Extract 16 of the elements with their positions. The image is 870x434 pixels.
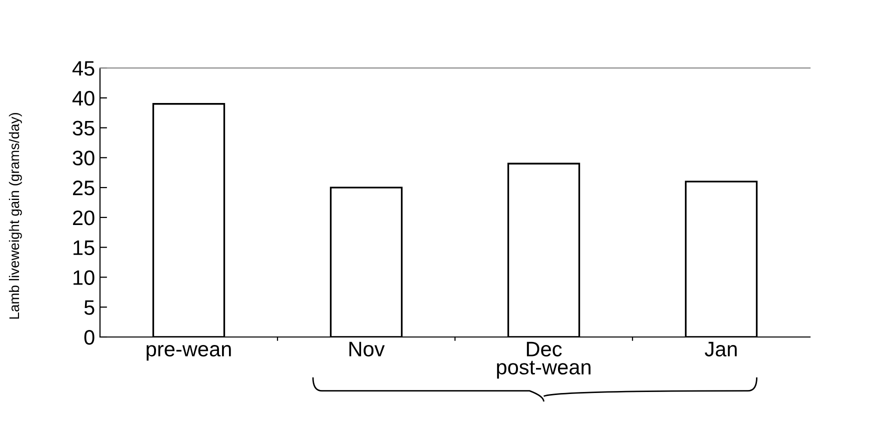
y-tick-label: 45 — [72, 61, 94, 76]
x-tick-label: pre-wean — [146, 345, 231, 361]
y-tick-label: 20 — [73, 210, 94, 226]
y-tick-label: 0 — [84, 330, 94, 345]
text: post-wean — [497, 360, 590, 379]
y-tick-label: 35 — [72, 120, 94, 136]
y-tick-label: 15 — [74, 240, 94, 256]
y-tick-label: 10 — [74, 270, 94, 285]
y-axis-title: Lamb liveweight gain (grams/day) — [8, 112, 22, 319]
x-tick-label: Dec — [526, 342, 562, 356]
y-tick-label: 25 — [73, 180, 94, 196]
y-tick-label: 40 — [72, 90, 94, 106]
x-tick-label: Nov — [349, 342, 385, 356]
x-tick-label: Jan — [704, 342, 737, 356]
y-tick-label: 5 — [84, 300, 94, 315]
y-tick-label: 30 — [72, 150, 94, 166]
